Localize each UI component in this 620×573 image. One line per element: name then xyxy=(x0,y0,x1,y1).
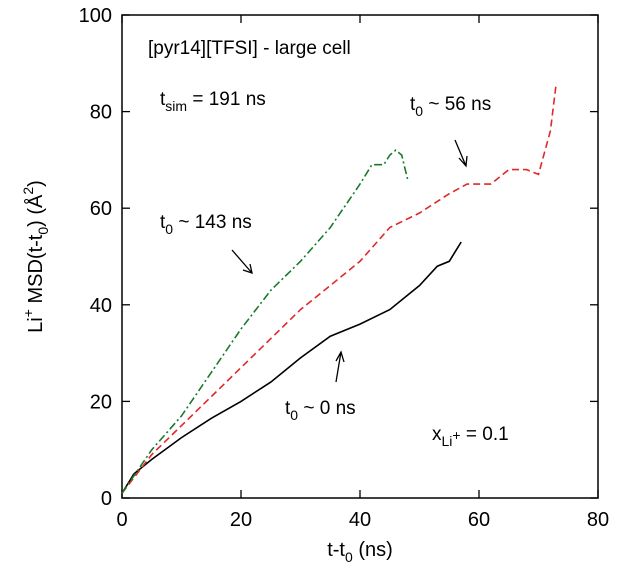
y-axis-label: Li+ MSD(t-t0) (Å2) xyxy=(20,180,51,333)
annotation-part: t xyxy=(160,212,166,233)
y-axis-label-part: 2 xyxy=(20,187,36,195)
y-axis-label-part: MSD(t-t xyxy=(25,234,47,309)
annotation-part: ~ 143 ns xyxy=(173,212,252,233)
arrow xyxy=(454,139,468,168)
y-axis-label-part: ) xyxy=(25,180,47,187)
annotation-part: x xyxy=(432,424,442,445)
annotation: tsim = 191 ns xyxy=(160,89,266,114)
annotation-part: ~ 56 ns xyxy=(423,94,491,115)
annotation-part: 0 xyxy=(415,103,423,119)
x-axis-label-part: 0 xyxy=(345,549,353,565)
arrows xyxy=(231,139,468,383)
annotation-part: ~ 0 ns xyxy=(298,398,356,419)
annotation-part: 0 xyxy=(290,407,298,423)
y-axis-label-part: Li xyxy=(25,317,47,333)
y-tick-label: 80 xyxy=(90,102,112,124)
annotation: t0 ~ 143 ns xyxy=(160,212,252,237)
y-tick-label: 40 xyxy=(90,295,112,317)
y-tick-label: 20 xyxy=(90,391,112,413)
y-tick-label: 60 xyxy=(90,198,112,220)
x-tick-label: 60 xyxy=(468,509,490,531)
y-axis-label-part: 0 xyxy=(35,227,51,235)
x-tick-label: 40 xyxy=(349,509,371,531)
x-axis-label-part: (ns) xyxy=(353,539,393,561)
annotation-part: Li xyxy=(442,433,453,449)
arrow xyxy=(231,249,253,274)
annotation-part: t xyxy=(160,89,166,110)
x-tick-label: 20 xyxy=(230,509,252,531)
annotation: t0 ~ 56 ns xyxy=(410,94,491,119)
arrow xyxy=(335,350,345,383)
series-line xyxy=(121,149,409,494)
annotation: t0 ~ 0 ns xyxy=(285,398,356,423)
annotation-part: = 191 ns xyxy=(187,89,266,110)
x-axis-label-part: t-t xyxy=(327,539,345,561)
annotation-part: t xyxy=(285,398,291,419)
plot-frame xyxy=(121,14,599,499)
annotation-part: = 0.1 xyxy=(461,424,509,445)
annotation: [pyr14][TFSI] - large cell xyxy=(148,38,351,59)
annotation-part: + xyxy=(452,427,460,443)
series-line xyxy=(121,82,558,494)
series-line xyxy=(121,241,462,494)
x-tick-label: 80 xyxy=(587,509,609,531)
annotation-part: [pyr14][TFSI] - large cell xyxy=(148,38,351,59)
y-axis-label-part: + xyxy=(20,309,36,317)
annotation-part: sim xyxy=(165,98,187,114)
y-tick-label: 100 xyxy=(79,5,112,27)
annotation-part: t xyxy=(410,94,416,115)
y-tick-label: 0 xyxy=(101,488,112,510)
annotation: xLi+ = 0.1 xyxy=(432,424,509,449)
y-axis-label-part: ) (Å xyxy=(24,194,47,227)
x-tick-label: 0 xyxy=(116,509,127,531)
annotation-part: 0 xyxy=(165,221,173,237)
x-axis-label: t-t0 (ns) xyxy=(327,539,393,565)
